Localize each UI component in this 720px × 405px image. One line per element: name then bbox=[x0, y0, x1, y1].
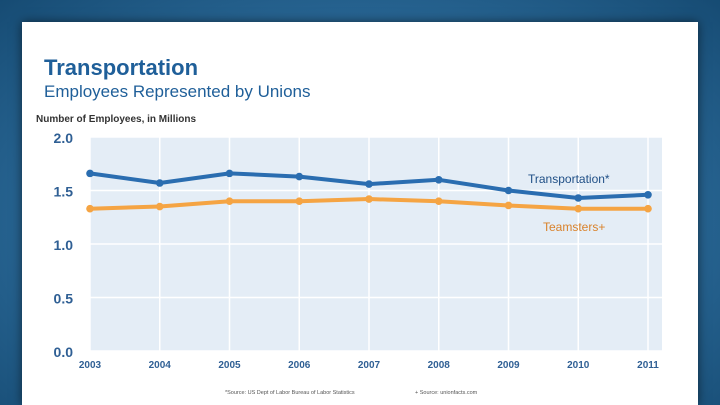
x-tick-label: 2010 bbox=[567, 360, 590, 371]
y-tick-label: 2.0 bbox=[54, 130, 74, 146]
data-point bbox=[504, 186, 513, 195]
x-tick-label: 2004 bbox=[149, 360, 172, 371]
x-tick-label: 2006 bbox=[288, 360, 311, 371]
x-tick-label: 2009 bbox=[497, 360, 520, 371]
data-point bbox=[574, 194, 583, 202]
data-point bbox=[295, 197, 304, 205]
y-tick-label: 0.0 bbox=[54, 344, 74, 360]
data-point bbox=[504, 201, 513, 210]
x-tick-label: 2011 bbox=[637, 360, 659, 371]
data-point bbox=[644, 190, 652, 199]
x-tick-label: 2008 bbox=[428, 360, 451, 371]
series-label-transportation: Transportation* bbox=[528, 172, 610, 186]
y-tick-label: 0.5 bbox=[54, 291, 74, 307]
slide-subtitle: Employees Represented by Unions bbox=[44, 82, 311, 101]
data-point bbox=[155, 179, 164, 187]
data-point bbox=[295, 172, 304, 181]
data-point bbox=[644, 204, 652, 213]
data-point bbox=[155, 202, 164, 211]
data-point bbox=[225, 169, 234, 178]
x-tick-label: 2007 bbox=[358, 360, 381, 371]
y-axis-label: Number of Employees, in Millions bbox=[36, 114, 197, 125]
y-tick-label: 1.0 bbox=[54, 237, 74, 253]
data-point bbox=[365, 195, 373, 203]
data-point bbox=[225, 197, 234, 205]
x-tick-label: 2005 bbox=[218, 360, 241, 371]
series-label-teamsters: Teamsters+ bbox=[543, 220, 605, 234]
y-tick-label: 1.5 bbox=[54, 184, 74, 200]
footnote-source-bls: *Source: US Dept of Labor Bureau of Labo… bbox=[225, 390, 355, 396]
data-point bbox=[86, 204, 94, 213]
slide-title: Transportation bbox=[44, 55, 199, 80]
x-tick-label: 2003 bbox=[79, 360, 102, 371]
data-point bbox=[365, 180, 373, 188]
footnote-source-unionfacts: + Source: unionfacts.com bbox=[415, 390, 478, 396]
data-point bbox=[574, 204, 583, 213]
data-point bbox=[434, 176, 443, 184]
data-point bbox=[434, 197, 443, 205]
data-point bbox=[86, 169, 94, 178]
